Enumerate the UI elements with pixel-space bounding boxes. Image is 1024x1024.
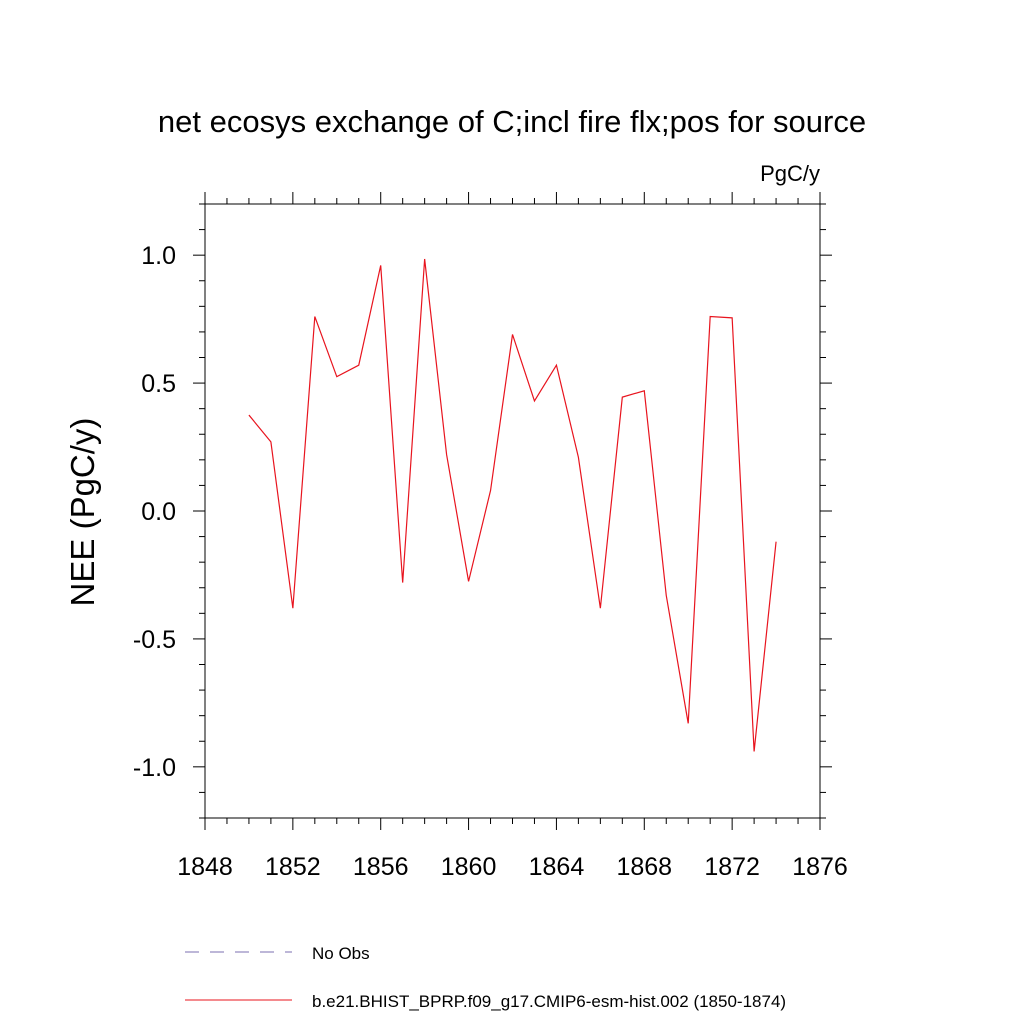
- units-label: PgC/y: [760, 161, 820, 186]
- legend: No Obs b.e21.BHIST_BPRP.f09_g17.CMIP6-esm…: [185, 944, 786, 1011]
- x-tick-label: 1860: [441, 853, 497, 881]
- y-tick-label: -1.0: [133, 754, 176, 782]
- plot-frame: [204, 203, 821, 819]
- x-tick-label: 1876: [792, 853, 848, 881]
- x-tick-label: 1852: [265, 853, 321, 881]
- x-tick-label: 1864: [529, 853, 585, 881]
- legend-label: b.e21.BHIST_BPRP.f09_g17.CMIP6-esm-hist.…: [312, 992, 786, 1011]
- chart-title: net ecosys exchange of C;incl fire flx;p…: [158, 104, 866, 139]
- tick-labels: 1848 1852 1856 1860 1864 1868 1872 1876 -1.0 -0.5…: [133, 242, 848, 881]
- y-tick-label: -0.5: [133, 626, 176, 654]
- axis-ticks: [193, 192, 832, 830]
- x-tick-label: 1872: [704, 853, 760, 881]
- y-tick-label: 0.0: [141, 498, 176, 526]
- y-tick-label: 1.0: [141, 242, 176, 270]
- x-tick-label: 1868: [616, 853, 672, 881]
- x-tick-label: 1856: [353, 853, 409, 881]
- legend-label: No Obs: [312, 944, 370, 963]
- series-line: [248, 258, 777, 752]
- y-axis-label: NEE (PgC/y): [64, 418, 101, 607]
- y-tick-label: 0.5: [141, 370, 176, 398]
- series-layer: [248, 258, 777, 752]
- x-tick-label: 1848: [177, 853, 233, 881]
